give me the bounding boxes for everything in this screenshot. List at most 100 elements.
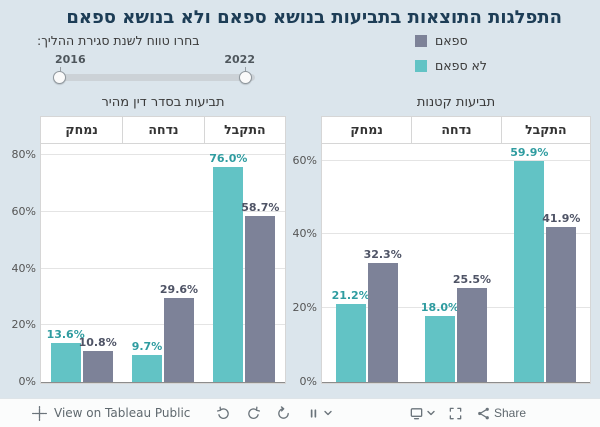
fullscreen-icon xyxy=(449,407,462,419)
bar-group: 21.2% 32.3% xyxy=(332,248,402,382)
bar-group: 9.7% 29.6% xyxy=(132,283,198,382)
legend-swatch-spam xyxy=(415,34,427,47)
pause-button[interactable] xyxy=(306,406,333,421)
replay-button[interactable] xyxy=(276,405,291,421)
slider-tick-max xyxy=(245,67,246,71)
bar-value-label: 29.6% xyxy=(159,283,199,297)
bar-group: 76.0% 58.7% xyxy=(209,152,279,382)
page-title: התפלגות התוצאות בתביעות בנושא ספאם ולא ב… xyxy=(66,7,562,28)
gridline xyxy=(41,267,285,269)
bar-not-spam[interactable]: 59.9% xyxy=(510,146,548,382)
y-axis: 0% 20% 40% 60% 80% xyxy=(11,144,40,388)
bar-spam[interactable]: 58.7% xyxy=(241,201,279,382)
gridline xyxy=(322,233,590,235)
fullscreen-button[interactable] xyxy=(448,406,463,421)
bar-value-label: 18.0% xyxy=(420,300,460,314)
bar-not-spam[interactable]: 21.2% xyxy=(332,289,370,382)
year-range-slider: 2016 2022 xyxy=(53,53,255,85)
y-axis-label: 80% xyxy=(11,148,36,162)
legend: ספאם לא ספאם xyxy=(415,33,487,73)
y-axis-label: 20% xyxy=(292,301,317,315)
bar-value-label: 10.8% xyxy=(78,336,117,350)
slider-track[interactable] xyxy=(55,74,255,81)
gridline xyxy=(41,154,285,156)
column-header: נמחק xyxy=(350,122,383,137)
replay-icon xyxy=(278,405,290,419)
slider-max-year: 2022 xyxy=(224,53,255,66)
year-range-filter: בחרו טווח לשנת סגירת ההליך: 2016 2022 xyxy=(37,33,259,85)
bar-spam[interactable]: 25.5% xyxy=(453,273,491,382)
chart-area: נמחק נדחה התקבל 21.2% 32.3% 18.0% 25.5% 59.9% 4… xyxy=(321,116,591,384)
chart-title: תביעות קטנות xyxy=(416,95,496,110)
gridline xyxy=(322,307,590,309)
tableau-logo-icon xyxy=(32,405,47,421)
y-axis-label: 20% xyxy=(11,318,36,332)
share-icon xyxy=(478,407,489,419)
caret-down-icon xyxy=(324,410,333,416)
bar-group: 13.6% 10.8% xyxy=(47,328,117,382)
plot-area: 21.2% 32.3% 18.0% 25.5% 59.9% 41.9% xyxy=(322,144,590,383)
plot-area: 13.6% 10.8% 9.7% 29.6% 76.0% 58.7% xyxy=(41,144,285,383)
redo-icon xyxy=(248,406,261,419)
view-link-label: View on Tableau Public xyxy=(54,406,191,420)
bar-value-label: 9.7% xyxy=(131,339,163,353)
undo-icon xyxy=(217,406,230,419)
slider-min-year: 2016 xyxy=(55,53,86,66)
slider-tick-min xyxy=(60,67,61,71)
charts-row: תביעות בסדר דין מהיר 0% 20% 40% 60% 80% נמחק… xyxy=(11,95,591,388)
legend-label: ספאם xyxy=(435,33,468,48)
bar-value-label: 25.5% xyxy=(452,272,492,286)
redo-button[interactable] xyxy=(246,406,261,421)
bar-spam[interactable]: 10.8% xyxy=(79,336,117,382)
view-on-tableau-link[interactable]: View on Tableau Public xyxy=(0,405,191,421)
download-icon xyxy=(410,407,423,419)
y-axis: 0% 20% 40% 60% xyxy=(292,144,321,387)
slider-track-area[interactable] xyxy=(53,67,255,85)
slider-handle-min[interactable] xyxy=(53,71,66,84)
chart-fast-track-claims: תביעות בסדר דין מהיר 0% 20% 40% 60% 80% נמחק… xyxy=(11,95,286,388)
bar-value-label: 76.0% xyxy=(209,151,248,165)
bar-not-spam[interactable]: 18.0% xyxy=(421,301,459,382)
pause-icon xyxy=(311,408,317,418)
column-header: התקבל xyxy=(203,117,285,143)
caret-down-icon xyxy=(427,410,435,416)
toolbar-right-actions: Share xyxy=(409,406,600,421)
column-headers: נמחק נדחה התקבל xyxy=(41,117,285,144)
y-axis-label: 0% xyxy=(18,375,36,388)
bar-not-spam[interactable]: 13.6% xyxy=(47,328,85,382)
chart-small-claims: תביעות קטנות 0% 20% 40% 60% נמחק נדחה התקבל 2… xyxy=(292,95,591,388)
bar-group: 18.0% 25.5% xyxy=(421,273,491,382)
bar-value-label: 32.3% xyxy=(363,247,402,261)
gridline xyxy=(41,211,285,212)
chart-title: תביעות בסדר דין מהיר xyxy=(101,95,225,110)
bar-value-label: 41.9% xyxy=(542,212,581,226)
slider-handle-max[interactable] xyxy=(239,71,252,84)
bar-not-spam[interactable]: 76.0% xyxy=(209,152,247,382)
legend-item-spam[interactable]: ספאם xyxy=(415,33,487,48)
download-button[interactable] xyxy=(409,406,435,421)
gridline xyxy=(322,159,590,161)
slider-year-labels: 2016 2022 xyxy=(55,53,255,66)
bar-spam[interactable]: 32.3% xyxy=(364,248,402,382)
undo-button[interactable] xyxy=(216,406,231,421)
toolbar-actions xyxy=(216,405,333,421)
gridline xyxy=(41,324,285,326)
legend-label: לא ספאם xyxy=(435,58,488,73)
y-axis-label: 0% xyxy=(299,375,317,388)
legend-item-not-spam[interactable]: לא ספאם xyxy=(415,58,487,73)
bar-value-label: 58.7% xyxy=(241,200,280,214)
column-header: נדחה xyxy=(122,117,203,143)
tableau-toolbar: View on Tableau Public xyxy=(0,398,600,427)
column-header: התקבל xyxy=(500,117,590,143)
bar-value-label: 59.9% xyxy=(510,145,549,159)
bar-not-spam[interactable]: 9.7% xyxy=(132,340,162,382)
share-button[interactable]: Share xyxy=(476,406,526,421)
bar-spam[interactable]: 29.6% xyxy=(160,283,198,382)
bar-spam[interactable]: 41.9% xyxy=(542,212,580,382)
y-axis-label: 60% xyxy=(292,153,317,167)
bar-group: 59.9% 41.9% xyxy=(510,146,580,382)
y-axis-label: 40% xyxy=(292,227,317,241)
bar-value-label: 13.6% xyxy=(46,328,85,342)
y-axis-label: 60% xyxy=(11,205,36,218)
